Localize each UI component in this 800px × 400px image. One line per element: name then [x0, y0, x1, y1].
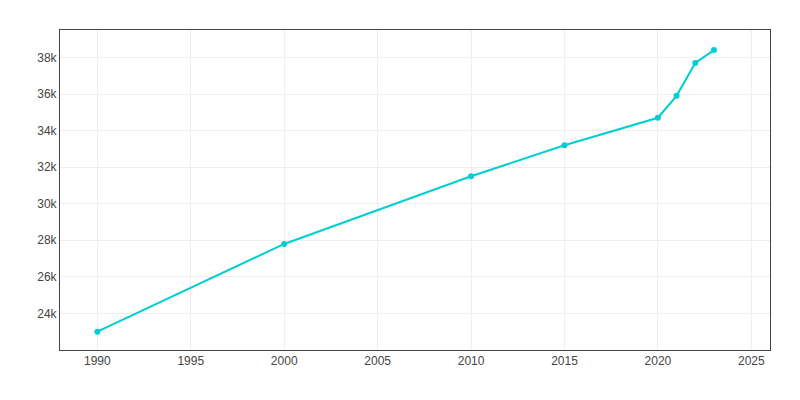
- svg-text:26k: 26k: [37, 270, 57, 284]
- svg-text:2010: 2010: [458, 354, 485, 368]
- svg-text:24k: 24k: [37, 307, 57, 321]
- svg-text:34k: 34k: [37, 124, 57, 138]
- svg-text:30k: 30k: [37, 197, 57, 211]
- svg-text:2020: 2020: [645, 354, 672, 368]
- svg-text:2000: 2000: [271, 354, 298, 368]
- svg-text:36k: 36k: [37, 87, 57, 101]
- svg-text:2005: 2005: [364, 354, 391, 368]
- svg-text:38k: 38k: [37, 51, 57, 65]
- svg-text:32k: 32k: [37, 160, 57, 174]
- svg-text:1990: 1990: [84, 354, 111, 368]
- svg-text:2025: 2025: [738, 354, 765, 368]
- svg-text:2015: 2015: [551, 354, 578, 368]
- svg-text:28k: 28k: [37, 233, 57, 247]
- svg-text:1995: 1995: [177, 354, 204, 368]
